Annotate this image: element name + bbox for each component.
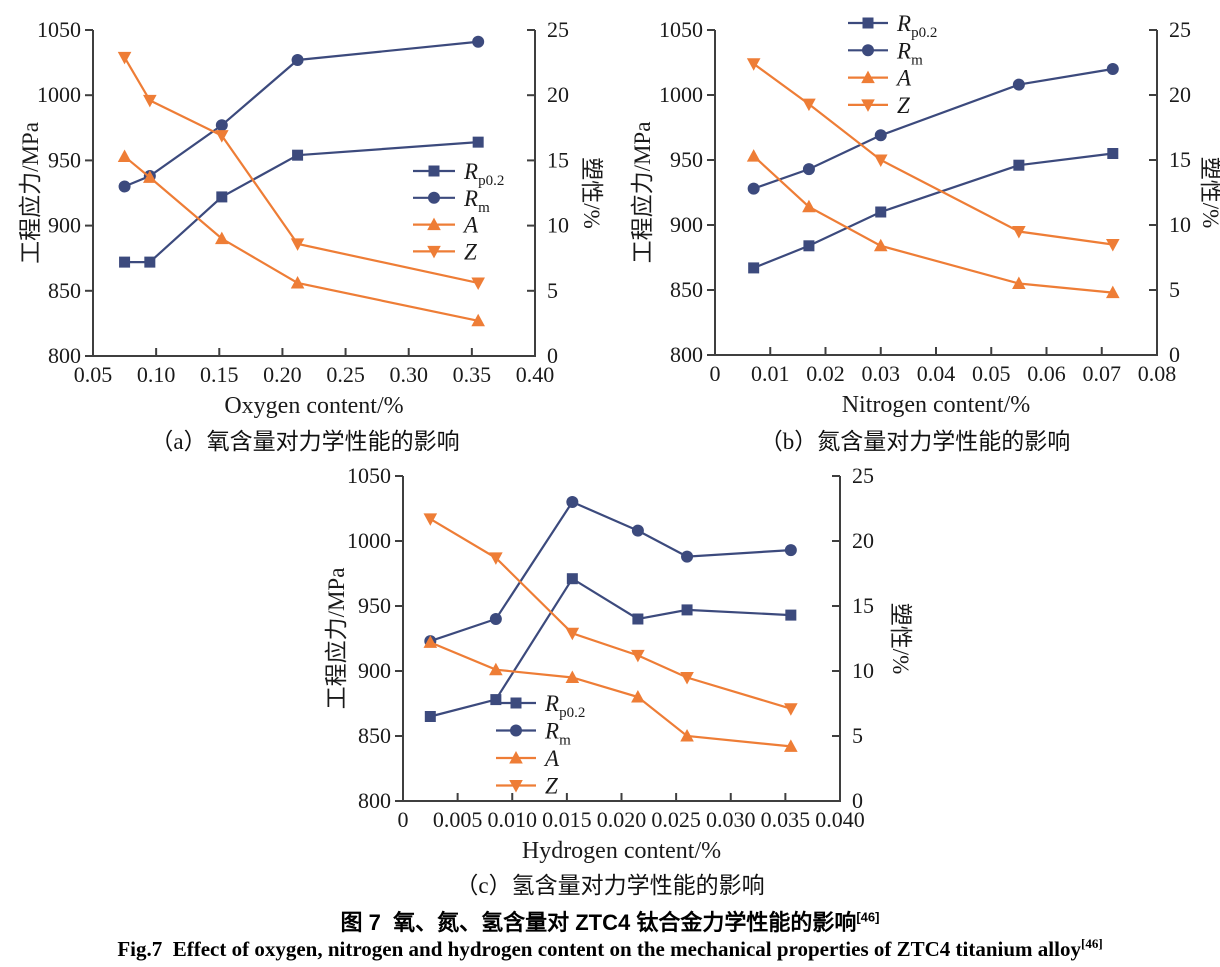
svg-text:5: 5 — [547, 278, 558, 303]
svg-text:0.15: 0.15 — [200, 362, 239, 387]
svg-text:Hydrogen content/%: Hydrogen content/% — [522, 838, 721, 864]
svg-text:0.06: 0.06 — [1027, 361, 1066, 386]
svg-text:0.10: 0.10 — [137, 362, 176, 387]
svg-text:0: 0 — [547, 343, 558, 368]
svg-text:0.35: 0.35 — [453, 362, 492, 387]
svg-text:15: 15 — [1169, 147, 1191, 172]
svg-text:工程应力/MPa: 工程应力/MPa — [630, 122, 655, 264]
svg-text:Oxygen content/%: Oxygen content/% — [224, 393, 403, 419]
svg-text:850: 850 — [48, 278, 81, 303]
svg-text:0: 0 — [852, 788, 863, 813]
svg-text:950: 950 — [358, 593, 391, 618]
svg-text:0.010: 0.010 — [488, 807, 538, 832]
nitrogen-content-chart: 0 0.01 0.02 0.03 0.04 0.05 0.06 0.07 0.08 800 850 9… — [630, 11, 1220, 418]
svg-text:0.005: 0.005 — [433, 807, 483, 832]
hydrogen-content-chart: 0 0.005 0.010 0.015 0.020 0.025 0.030 0.035 0.04… — [324, 463, 913, 864]
svg-text:850: 850 — [670, 277, 703, 302]
svg-text:900: 900 — [358, 658, 391, 683]
svg-text:0.07: 0.07 — [1083, 361, 1122, 386]
svg-text:0.015: 0.015 — [542, 807, 592, 832]
svg-text:0.03: 0.03 — [862, 361, 901, 386]
svg-text:1000: 1000 — [659, 82, 703, 107]
svg-text:900: 900 — [670, 212, 703, 237]
svg-text:25: 25 — [1169, 17, 1191, 42]
svg-text:Z: Z — [897, 93, 910, 118]
svg-text:0.025: 0.025 — [651, 807, 701, 832]
panel-a-caption: （a）氧含量对力学性能的影响 — [150, 429, 460, 454]
svg-text:20: 20 — [852, 528, 874, 553]
panel-b-caption: （b）氮含量对力学性能的影响 — [759, 429, 1071, 454]
svg-text:1050: 1050 — [659, 17, 703, 42]
svg-text:A: A — [895, 66, 912, 91]
svg-text:Rm: Rm — [896, 38, 923, 68]
svg-text:1050: 1050 — [347, 463, 391, 488]
svg-text:塑性/%: 塑性/% — [1198, 157, 1220, 229]
svg-text:800: 800 — [670, 342, 703, 367]
svg-text:900: 900 — [48, 213, 81, 238]
svg-text:0.40: 0.40 — [516, 362, 555, 387]
svg-text:0: 0 — [710, 361, 721, 386]
svg-text:0.08: 0.08 — [1138, 361, 1177, 386]
svg-text:0.20: 0.20 — [263, 362, 302, 387]
svg-text:塑性/%: 塑性/% — [579, 157, 604, 229]
svg-text:A: A — [462, 213, 479, 238]
svg-text:Rp0.2: Rp0.2 — [544, 691, 585, 721]
svg-text:25: 25 — [547, 17, 569, 42]
svg-text:950: 950 — [48, 147, 81, 172]
svg-text:0.030: 0.030 — [706, 807, 756, 832]
svg-text:0.020: 0.020 — [597, 807, 647, 832]
svg-text:0.040: 0.040 — [815, 807, 865, 832]
svg-text:20: 20 — [547, 82, 569, 107]
figure-caption-chinese-text: 图 7 氧、氮、氢含量对 ZTC4 钛合金力学性能的影响 — [340, 910, 857, 935]
svg-text:0: 0 — [1169, 342, 1180, 367]
svg-text:1050: 1050 — [37, 17, 81, 42]
panel-c-caption: （c）氢含量对力学性能的影响 — [455, 873, 765, 898]
figure-caption-english: Fig.7 Effect of oxygen, nitrogen and hyd… — [0, 936, 1220, 962]
svg-text:15: 15 — [852, 593, 874, 618]
svg-text:塑性/%: 塑性/% — [888, 603, 913, 675]
svg-text:0.25: 0.25 — [326, 362, 365, 387]
svg-text:15: 15 — [547, 147, 569, 172]
svg-text:0.30: 0.30 — [389, 362, 428, 387]
svg-text:Nitrogen content/%: Nitrogen content/% — [842, 392, 1031, 418]
svg-text:20: 20 — [1169, 82, 1191, 107]
svg-text:Z: Z — [464, 239, 477, 264]
svg-text:25: 25 — [852, 463, 874, 488]
svg-text:Z: Z — [545, 774, 558, 799]
svg-text:0.05: 0.05 — [972, 361, 1011, 386]
svg-text:工程应力/MPa: 工程应力/MPa — [18, 122, 43, 264]
svg-text:Rm: Rm — [544, 719, 571, 749]
svg-text:10: 10 — [1169, 212, 1191, 237]
reference-superscript-zh: [46] — [856, 909, 880, 925]
svg-text:0.01: 0.01 — [751, 361, 790, 386]
svg-text:950: 950 — [670, 147, 703, 172]
svg-text:0.02: 0.02 — [806, 361, 845, 386]
figure-caption-chinese: 图 7 氧、氮、氢含量对 ZTC4 钛合金力学性能的影响[46] — [0, 905, 1220, 937]
figure-caption-english-text: Fig.7 Effect of oxygen, nitrogen and hyd… — [117, 937, 1081, 961]
svg-text:5: 5 — [1169, 277, 1180, 302]
reference-superscript-en: [46] — [1080, 936, 1103, 951]
svg-text:5: 5 — [852, 723, 863, 748]
svg-text:工程应力/MPa: 工程应力/MPa — [324, 568, 349, 710]
svg-text:800: 800 — [358, 788, 391, 813]
svg-text:10: 10 — [852, 658, 874, 683]
svg-text:Rp0.2: Rp0.2 — [896, 11, 937, 41]
svg-text:800: 800 — [48, 343, 81, 368]
svg-text:Rp0.2: Rp0.2 — [463, 159, 504, 189]
svg-text:1000: 1000 — [37, 82, 81, 107]
svg-text:850: 850 — [358, 723, 391, 748]
svg-text:Rm: Rm — [463, 186, 490, 216]
oxygen-content-chart: 0.05 0.10 0.15 0.20 0.25 0.30 0.35 0.40 800 850 90… — [18, 17, 604, 419]
svg-text:0.05: 0.05 — [74, 362, 113, 387]
svg-text:A: A — [543, 746, 560, 771]
svg-text:10: 10 — [547, 213, 569, 238]
svg-text:1000: 1000 — [347, 528, 391, 553]
svg-text:0.04: 0.04 — [917, 361, 956, 386]
svg-text:0: 0 — [398, 807, 409, 832]
svg-text:0.035: 0.035 — [761, 807, 811, 832]
